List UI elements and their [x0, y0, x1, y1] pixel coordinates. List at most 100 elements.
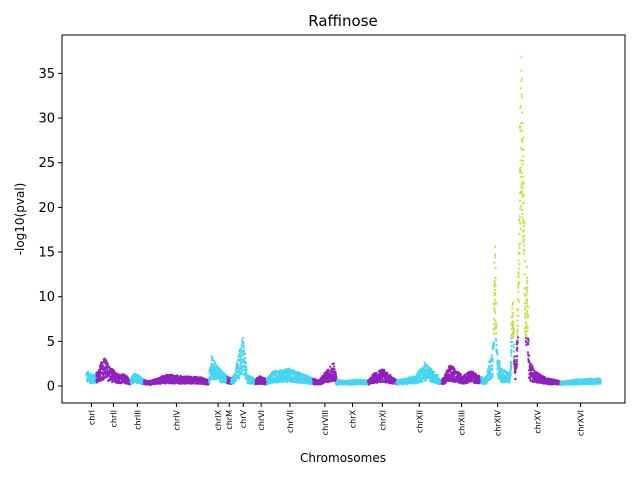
data-point — [278, 375, 281, 378]
data-point — [235, 361, 239, 364]
data-point — [238, 348, 242, 351]
data-point — [492, 328, 496, 332]
data-point — [519, 227, 522, 230]
data-point — [245, 365, 248, 368]
data-point — [519, 104, 522, 108]
data-point — [270, 374, 274, 378]
data-point — [498, 362, 501, 365]
data-point — [494, 337, 498, 341]
data-point — [493, 261, 496, 264]
data-point — [102, 364, 105, 367]
data-point — [459, 373, 462, 376]
data-point — [490, 354, 493, 357]
data-point — [242, 346, 245, 349]
data-point — [103, 359, 106, 363]
data-point — [486, 380, 489, 383]
data-point — [235, 373, 238, 376]
data-point — [491, 375, 494, 378]
data-point — [519, 126, 522, 129]
data-point — [516, 328, 520, 331]
data-point — [215, 365, 219, 368]
data-point — [512, 323, 515, 327]
data-point — [433, 370, 436, 374]
data-point — [334, 371, 337, 375]
data-point — [105, 360, 108, 364]
data-point — [493, 317, 496, 320]
data-point — [518, 217, 521, 221]
data-point — [239, 354, 243, 357]
data-point — [494, 311, 497, 314]
data-point — [515, 358, 518, 361]
data-point — [332, 362, 335, 365]
data-point — [211, 362, 214, 365]
data-point — [240, 372, 244, 375]
data-point — [501, 372, 505, 376]
data-point — [491, 372, 494, 375]
data-point — [445, 369, 448, 373]
data-point — [496, 353, 499, 356]
data-point — [511, 311, 514, 315]
data-point — [512, 350, 516, 353]
data-point — [517, 286, 520, 289]
data-point — [508, 376, 511, 379]
data-point — [494, 284, 497, 287]
data-point — [516, 333, 519, 337]
data-point — [517, 271, 520, 274]
data-point — [495, 344, 498, 347]
data-point — [518, 251, 521, 255]
data-point — [193, 380, 196, 384]
data-point — [510, 368, 513, 371]
data-point — [494, 277, 497, 280]
data-point — [511, 301, 514, 304]
data-point — [504, 381, 507, 384]
data-point — [332, 365, 336, 368]
data-point — [494, 292, 497, 295]
data-point — [516, 341, 519, 344]
data-point — [240, 347, 243, 350]
data-point — [518, 233, 521, 236]
data-point — [493, 307, 496, 310]
data-point — [508, 381, 511, 384]
data-point — [511, 303, 514, 307]
data-point — [445, 379, 448, 383]
data-point — [244, 362, 247, 365]
data-point — [517, 314, 520, 317]
data-point — [214, 363, 217, 366]
data-point — [418, 373, 422, 376]
data-point — [513, 355, 516, 358]
data-point — [510, 360, 513, 364]
data-point — [515, 331, 519, 334]
data-point — [516, 324, 519, 328]
data-point — [519, 166, 522, 169]
data-point — [519, 87, 522, 90]
data-point — [436, 374, 439, 378]
data-point — [519, 159, 522, 162]
data-point — [124, 382, 127, 385]
data-point — [87, 370, 90, 373]
data-point — [516, 309, 519, 312]
data-point — [494, 319, 497, 322]
data-point — [495, 322, 498, 325]
data-point — [240, 358, 243, 361]
data-point — [518, 246, 521, 250]
data-point — [517, 259, 520, 262]
data-point — [492, 323, 495, 326]
data-point — [234, 378, 237, 382]
data-point — [494, 299, 497, 302]
data-point — [493, 245, 497, 248]
data-point — [334, 373, 337, 376]
data-point — [335, 376, 338, 379]
data-point — [520, 56, 523, 59]
data-point — [496, 367, 499, 370]
data-point — [243, 349, 246, 352]
data-point — [327, 370, 330, 373]
data-point — [453, 367, 456, 371]
data-point — [241, 368, 245, 371]
data-point — [510, 350, 513, 353]
data-point — [520, 189, 524, 192]
data-point — [510, 348, 513, 351]
data-point — [98, 374, 102, 377]
data-point — [212, 359, 216, 362]
